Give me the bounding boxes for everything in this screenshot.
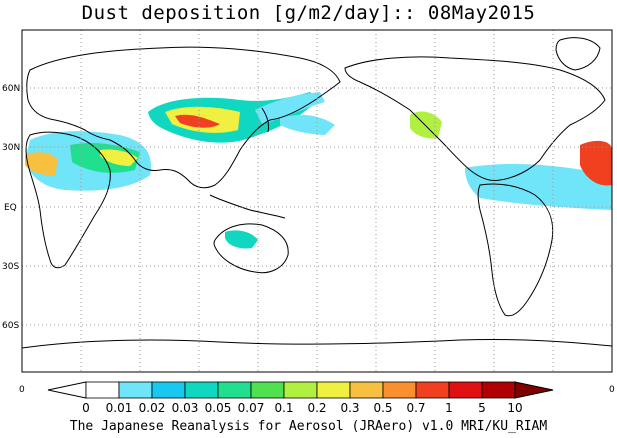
- lat-label-60s: 60S: [2, 321, 19, 331]
- lat-label-eq: EQ: [4, 203, 17, 213]
- colorbar-label: 0.03: [172, 401, 199, 415]
- colorbar-box-11: [448, 381, 483, 399]
- coastline-south-america: [477, 183, 554, 317]
- colorbar-label: 0.02: [139, 401, 166, 415]
- colorbar-box-12: [481, 381, 516, 399]
- coastline-africa: [25, 131, 111, 269]
- lat-label-30n: 30N: [2, 143, 20, 153]
- colorbar-box-0: [85, 381, 120, 399]
- map-frame: [21, 29, 613, 373]
- coastline-eurasia: [26, 46, 341, 189]
- colorbar-label: 0.7: [406, 401, 425, 415]
- coastline-greenland: [555, 37, 601, 71]
- coastline-japan: [261, 107, 269, 133]
- colorbar-label: 5: [478, 401, 486, 415]
- colorbar-label: 1: [445, 401, 453, 415]
- lon-label-right: 0: [609, 385, 615, 395]
- dust-shading: [25, 92, 612, 249]
- lat-label-60n: 60N: [2, 84, 20, 94]
- dust-region-north-pacific: [280, 114, 335, 135]
- colorbar-box-3: [184, 381, 219, 399]
- dust-region-tropical-atlantic: [465, 164, 612, 210]
- colorbar-boxes: [47, 381, 554, 399]
- coastline-australia: [213, 223, 289, 274]
- colorbar-arrow-high: [514, 381, 554, 399]
- lon-label-left: 0: [19, 385, 25, 395]
- colorbar-label: 0.01: [106, 401, 133, 415]
- colorbar-label: 0: [82, 401, 90, 415]
- lat-label-30s: 30S: [2, 262, 19, 272]
- colorbar-label: 0.2: [307, 401, 326, 415]
- dust-region-asia-east: [255, 92, 325, 124]
- map-title: Dust deposition [g/m2/day]:: 08May2015: [81, 2, 536, 24]
- colorbar-box-4: [217, 381, 252, 399]
- dust-region-west-sahara-coast: [580, 140, 612, 186]
- dust-region-west-africa: [25, 152, 58, 176]
- colorbar-labels: 0 0.01 0.02 0.03 0.05 0.07 0.1 0.2 0.3 0.5 0.7 1 5 10: [82, 401, 522, 415]
- colorbar-box-7: [316, 381, 351, 399]
- dust-region-asia-core: [175, 114, 220, 128]
- coastlines: [21, 37, 613, 349]
- coastline-indonesia: [209, 194, 286, 219]
- graticule: [22, 30, 612, 372]
- colorbar-label: 0.3: [340, 401, 359, 415]
- coastline-antarctica: [21, 338, 613, 349]
- colorbar-label: 0.07: [238, 401, 265, 415]
- coastline-north-america: [344, 56, 606, 181]
- colorbar-label: 0.5: [373, 401, 392, 415]
- colorbar-box-2: [151, 381, 186, 399]
- colorbar-label: 10: [507, 401, 522, 415]
- dust-region-sahara-core: [100, 149, 138, 166]
- colorbar-label: 0.05: [205, 401, 232, 415]
- colorbar-box-5: [250, 381, 285, 399]
- colorbar-box-1: [118, 381, 153, 399]
- colorbar-box-6: [283, 381, 318, 399]
- credit-line: The Japanese Reanalysis for Aerosol (JRA…: [69, 419, 548, 434]
- colorbar-box-8: [349, 381, 384, 399]
- colorbar-box-10: [415, 381, 450, 399]
- latitude-labels: 60N 30N EQ 30S 60S: [2, 84, 20, 331]
- colorbar-label: 0.1: [274, 401, 293, 415]
- colorbar-arrow-low: [47, 381, 87, 399]
- dust-region-australia: [225, 230, 258, 249]
- colorbar-box-9: [382, 381, 417, 399]
